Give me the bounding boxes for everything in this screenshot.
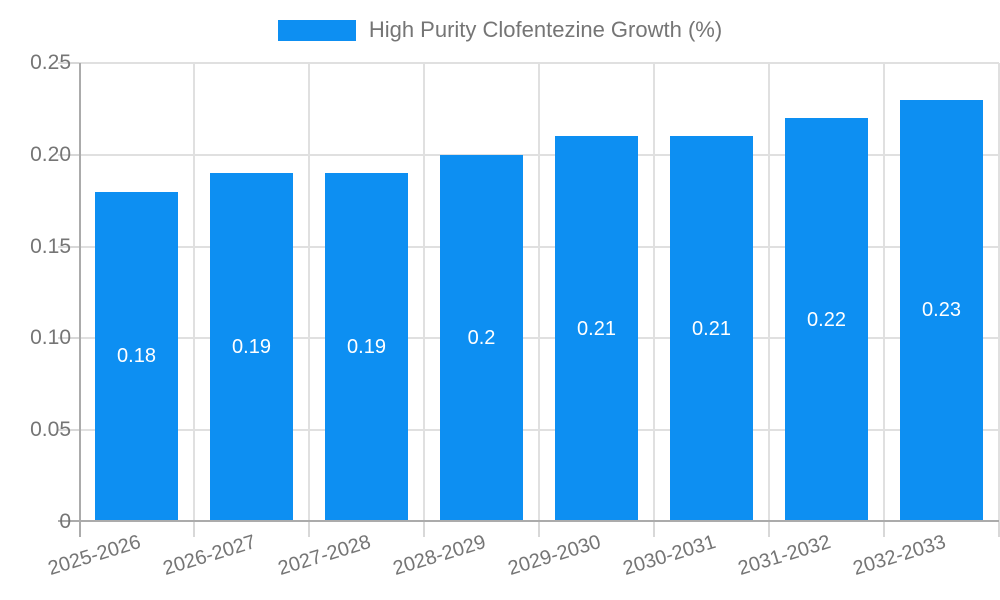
x-axis-label: 2032-2033 bbox=[850, 530, 949, 580]
plot-area: 0.18 0.19 0.19 0.2 0.21 0.21 0.22 0.23 2025-2026… bbox=[45, 62, 1000, 580]
v-gridline bbox=[768, 63, 770, 522]
v-gridline bbox=[883, 63, 885, 522]
bar[interactable]: 0.19 bbox=[325, 173, 408, 522]
bar-value-label: 0.22 bbox=[807, 308, 846, 331]
x-tick bbox=[308, 522, 310, 537]
y-axis-label: 0.15 bbox=[30, 234, 71, 258]
v-gridline bbox=[653, 63, 655, 522]
bar[interactable]: 0.19 bbox=[210, 173, 293, 522]
x-axis-label: 2027-2028 bbox=[275, 530, 374, 580]
bar[interactable]: 0.2 bbox=[440, 154, 523, 522]
x-tick bbox=[193, 522, 195, 537]
y-tick bbox=[58, 429, 79, 432]
bar-value-label: 0.21 bbox=[692, 317, 731, 340]
bar[interactable]: 0.23 bbox=[900, 99, 983, 522]
bar-value-label: 0.19 bbox=[232, 336, 271, 359]
x-axis-label: 2028-2029 bbox=[390, 530, 489, 580]
x-tick bbox=[538, 522, 540, 537]
x-axis-label: 2031-2032 bbox=[735, 530, 834, 580]
bar[interactable]: 0.21 bbox=[670, 136, 753, 522]
y-axis-label: 0.20 bbox=[30, 142, 71, 166]
bar[interactable]: 0.22 bbox=[785, 118, 868, 522]
y-axis-label: 0.05 bbox=[30, 418, 71, 442]
x-tick bbox=[998, 522, 1000, 537]
legend: High Purity Clofentezine Growth (%) bbox=[0, 17, 1000, 43]
bar-value-label: 0.18 bbox=[117, 345, 156, 368]
x-tick bbox=[423, 522, 425, 537]
x-axis-label: 2026-2027 bbox=[160, 530, 259, 580]
legend-label[interactable]: High Purity Clofentezine Growth (%) bbox=[368, 17, 723, 42]
v-gridline bbox=[538, 63, 540, 522]
v-gridline bbox=[998, 63, 1000, 522]
x-tick bbox=[653, 522, 655, 537]
x-axis-label: 2029-2030 bbox=[505, 530, 604, 580]
y-axis-label: 0.25 bbox=[30, 51, 71, 74]
y-tick bbox=[58, 153, 79, 156]
v-gridline bbox=[193, 63, 195, 522]
x-axis-label: 2030-2031 bbox=[620, 530, 719, 580]
x-axis-line bbox=[58, 520, 999, 522]
bar-value-label: 0.2 bbox=[467, 326, 496, 349]
x-tick bbox=[883, 522, 885, 537]
x-axis-label: 2025-2026 bbox=[45, 530, 144, 580]
bar-value-label: 0.21 bbox=[577, 317, 616, 340]
y-tick bbox=[58, 245, 79, 248]
v-gridline bbox=[423, 63, 425, 522]
bar-value-label: 0.19 bbox=[347, 336, 386, 359]
legend-swatch[interactable] bbox=[277, 19, 356, 41]
bar[interactable]: 0.18 bbox=[95, 191, 178, 522]
y-tick bbox=[58, 62, 79, 64]
v-gridline bbox=[308, 63, 310, 522]
y-axis-label: 0.10 bbox=[30, 326, 71, 350]
y-axis-line bbox=[79, 63, 81, 537]
y-tick bbox=[58, 337, 79, 340]
x-tick bbox=[768, 522, 770, 537]
y-axis-label: 0 bbox=[59, 510, 71, 533]
bar-value-label: 0.23 bbox=[922, 299, 961, 322]
bar[interactable]: 0.21 bbox=[555, 136, 638, 522]
